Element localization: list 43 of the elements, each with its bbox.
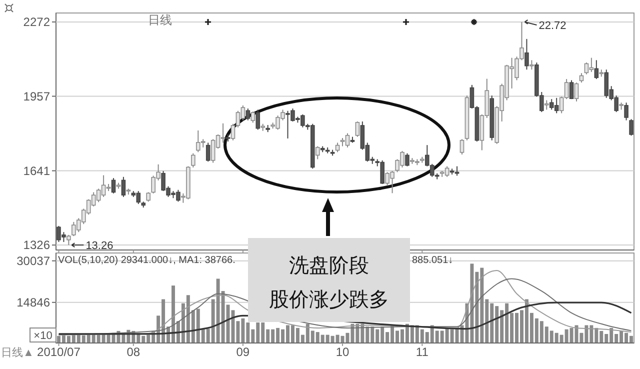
text: ×10: [34, 330, 52, 342]
annotation: 885.051↓: [412, 255, 454, 266]
candlestick: [206, 142, 210, 162]
candlestick: [530, 60, 534, 70]
text: 日线▲: [1, 346, 34, 359]
candlestick: [121, 176, 126, 198]
candlestick: [146, 192, 150, 202]
y-tick-label: 30037: [16, 254, 50, 268]
candlestick: [191, 152, 196, 168]
y-tick-label: 2272: [23, 15, 50, 30]
x-tick-label: 10: [336, 345, 350, 359]
candlestick: [544, 100, 549, 110]
candlestick: [569, 80, 574, 100]
candlestick: [574, 82, 579, 102]
candlestick: [405, 152, 410, 167]
y-tick-label: 14846: [16, 296, 50, 310]
y-tick-label: 1641: [23, 164, 50, 178]
candlestick: [594, 60, 599, 80]
candlestick: [629, 118, 634, 136]
y-tick-label: 1957: [23, 89, 50, 104]
annotation: 股价涨少跌多: [269, 287, 389, 311]
candlestick: [111, 178, 116, 194]
annotation: 22.72: [538, 20, 566, 32]
x-tick-label: 08: [126, 345, 140, 359]
annotation: 13.26: [86, 240, 114, 252]
candlestick: [460, 138, 464, 155]
chart-title: 日线: [148, 13, 172, 27]
annotation: 洗盘阶段: [289, 253, 369, 277]
candlestick: [66, 234, 71, 246]
annotation: VOL(5,10,20) 29341.000↓, MA1: 38766.: [58, 255, 236, 266]
candlestick: [250, 111, 256, 124]
x-tick-label: 09: [236, 345, 250, 359]
candlestick: [624, 102, 628, 121]
x-tick-label: 2010/07: [37, 345, 81, 359]
y-tick-label: 1326: [23, 238, 50, 252]
candlestick: [246, 108, 250, 121]
candlestick: [335, 142, 340, 153]
x-tick-label: 11: [416, 345, 429, 359]
candlestick: [524, 38, 529, 70]
candlestick: [579, 72, 584, 84]
candlestick: [355, 120, 360, 138]
candlestick: [256, 109, 260, 130]
candlestick: [315, 146, 320, 160]
